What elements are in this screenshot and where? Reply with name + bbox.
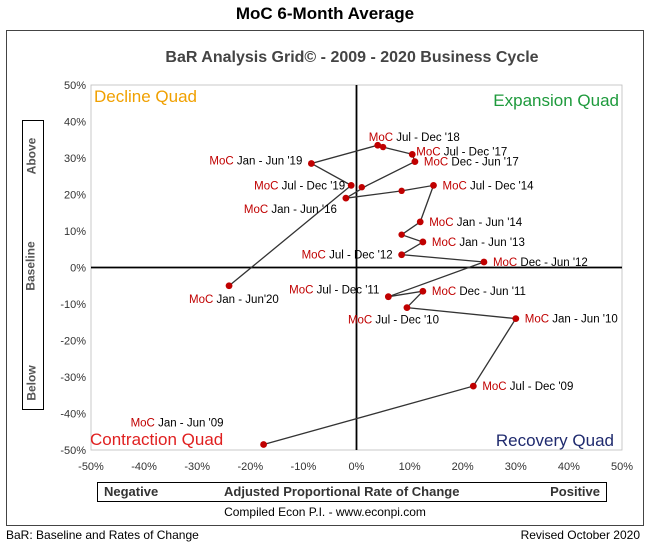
intermediate-point <box>379 143 387 151</box>
quadrant-label: Recovery Quad <box>496 431 614 450</box>
quadrant-label: Decline Quad <box>94 87 197 106</box>
point-label: MoC Jan - Jun '09 <box>131 418 224 430</box>
x-tick-label: -30% <box>184 461 210 473</box>
point-label: MoC Jul - Dec '17 <box>416 146 507 158</box>
x-axis-label-box: Negative Adjusted Proportional Rate of C… <box>97 482 607 502</box>
y-label-below: Below <box>24 365 39 401</box>
point-label: MoC Jul - Dec '14 <box>442 180 534 192</box>
x-tick-label: -20% <box>237 461 263 473</box>
data-point <box>419 287 427 295</box>
point-label: MoC Dec - Jun '11 <box>432 286 526 298</box>
intermediate-point <box>398 231 405 238</box>
x-tick-label: -40% <box>131 461 157 473</box>
x-tick-label: 20% <box>452 461 474 473</box>
data-point <box>384 293 392 301</box>
y-tick-label: -40% <box>60 409 86 421</box>
footer-note: BaR: Baseline and Rates of Change <box>6 528 199 542</box>
x-tick-label: 10% <box>399 461 421 473</box>
point-label: MoC Jan - Jun'20 <box>189 294 279 306</box>
x-label-positive: Positive <box>550 484 600 499</box>
y-tick-label: 40% <box>64 117 86 129</box>
y-tick-label: 50% <box>64 80 86 92</box>
x-tick-label: 0% <box>349 461 365 473</box>
data-point <box>260 441 267 448</box>
data-point <box>342 194 350 202</box>
x-tick-label: -10% <box>291 461 317 473</box>
intermediate-point <box>398 187 405 195</box>
point-label: MoC Dec - Jun '12 <box>493 257 588 269</box>
data-point <box>512 315 520 322</box>
data-point <box>225 282 233 290</box>
x-tick-label: 30% <box>505 461 527 473</box>
point-label: MoC Jan - Jun '16 <box>244 204 337 216</box>
y-label-baseline: Baseline <box>23 241 38 291</box>
chart-title: BaR Analysis Grid© - 2009 - 2020 Busines… <box>165 49 538 66</box>
data-point <box>307 160 315 167</box>
y-tick-label: 30% <box>64 153 86 165</box>
point-label: MoC Jan - Jun '13 <box>432 237 525 249</box>
data-point <box>403 304 411 312</box>
page-title: MoC 6-Month Average <box>235 4 415 23</box>
data-point <box>347 181 355 189</box>
y-tick-label: 10% <box>64 226 86 238</box>
y-label-above: Above <box>24 137 39 175</box>
x-label-negative: Negative <box>104 484 159 499</box>
point-label: MoC Jul - Dec '19 <box>254 180 345 192</box>
data-point <box>398 251 406 259</box>
y-tick-label: -50% <box>60 445 86 457</box>
point-label: MoC Jan - Jun '10 <box>525 314 618 326</box>
point-label: MoC Dec - Jun '17 <box>424 157 519 169</box>
data-point <box>408 150 416 158</box>
data-point <box>480 258 488 266</box>
y-tick-label: -30% <box>60 372 86 384</box>
data-point <box>374 141 382 149</box>
data-point <box>416 218 424 226</box>
data-point <box>411 158 419 166</box>
point-label: MoC Jan - Jun '14 <box>429 217 523 229</box>
point-label: MoC Jul - Dec '11 <box>289 285 379 297</box>
y-axis-label-box: Above Baseline Below <box>22 120 44 410</box>
y-tick-label: 20% <box>64 190 86 202</box>
y-tick-label: -20% <box>60 336 86 348</box>
data-point <box>419 238 427 246</box>
point-label: MoC Jul - Dec '10 <box>348 315 439 327</box>
y-tick-label: 0% <box>70 263 86 275</box>
x-tick-label: 40% <box>558 461 580 473</box>
data-point <box>469 382 477 390</box>
point-label: MoC Jan - Jun '19 <box>209 155 302 167</box>
point-label: MoC Jul - Dec '12 <box>302 250 393 262</box>
compiled-credit: Compiled Econ P.I. - www.econpi.com <box>224 505 426 519</box>
x-tick-label: 50% <box>611 461 633 473</box>
data-point <box>430 181 437 189</box>
point-label: MoC Jul - Dec '09 <box>482 381 573 393</box>
point-label: MoC Jul - Dec '18 <box>369 132 460 144</box>
intermediate-point <box>358 184 366 191</box>
chart-frame <box>6 30 644 526</box>
x-tick-label: -50% <box>78 461 104 473</box>
quadrant-label: Contraction Quad <box>90 430 223 449</box>
quadrant-label: Expansion Quad <box>493 91 619 110</box>
revision-date: Revised October 2020 <box>520 528 640 542</box>
y-tick-label: -10% <box>60 299 86 311</box>
x-axis-title: Adjusted Proportional Rate of Change <box>224 484 460 499</box>
